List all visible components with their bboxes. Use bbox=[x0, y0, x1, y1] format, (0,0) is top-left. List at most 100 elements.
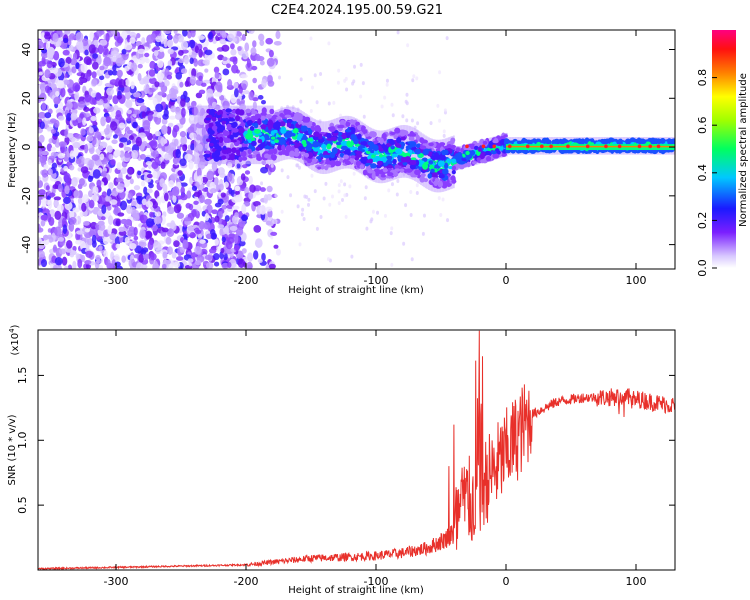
heat-cell bbox=[193, 58, 198, 67]
heat-cell bbox=[70, 112, 78, 121]
heat-cell bbox=[380, 104, 384, 109]
heat-cell bbox=[343, 78, 347, 83]
heat-cell bbox=[145, 84, 150, 94]
heat-cell bbox=[132, 121, 138, 129]
heat-cell bbox=[66, 101, 73, 110]
heat-cell bbox=[163, 79, 170, 87]
heat-cell bbox=[198, 48, 203, 58]
heat-cell bbox=[237, 258, 246, 268]
heat-cell bbox=[296, 204, 300, 209]
heat-cell bbox=[400, 136, 406, 141]
heat-cell bbox=[129, 242, 137, 250]
heat-cell bbox=[457, 161, 463, 165]
heat-cell bbox=[309, 36, 313, 41]
heat-cell bbox=[395, 192, 399, 197]
heat-cell bbox=[438, 118, 442, 123]
heat-cell bbox=[422, 213, 426, 218]
heat-cell bbox=[227, 262, 232, 269]
heat-cell bbox=[103, 250, 108, 259]
heat-cell bbox=[442, 133, 446, 138]
heat-cell bbox=[87, 190, 93, 198]
heat-cell bbox=[43, 234, 49, 241]
heat-cell bbox=[241, 50, 249, 60]
heat-cell bbox=[138, 253, 145, 263]
heat-cell bbox=[152, 200, 158, 209]
heat-cell bbox=[451, 179, 457, 184]
heat-cell bbox=[243, 90, 250, 95]
heat-cell bbox=[242, 146, 249, 150]
heat-cell bbox=[215, 81, 223, 92]
heat-cell bbox=[145, 218, 154, 228]
heat-cell bbox=[275, 248, 281, 256]
heat-cell bbox=[238, 156, 243, 163]
heat-cell bbox=[80, 128, 86, 136]
heat-cell bbox=[87, 175, 94, 183]
heat-cell bbox=[343, 193, 347, 198]
heat-cell bbox=[178, 49, 184, 56]
heat-cell bbox=[57, 183, 63, 193]
heat-cell bbox=[394, 168, 401, 172]
heat-cell bbox=[261, 100, 266, 105]
heat-cell bbox=[40, 214, 48, 221]
heat-cell bbox=[205, 150, 210, 155]
heat-cell bbox=[128, 135, 134, 141]
heat-cell bbox=[106, 205, 112, 211]
heat-cell bbox=[92, 53, 99, 59]
heat-cell bbox=[80, 72, 86, 79]
heat-cell bbox=[222, 56, 228, 61]
heat-cell bbox=[240, 173, 246, 181]
heat-cell bbox=[193, 200, 199, 205]
heat-cell bbox=[155, 35, 162, 43]
heat-cell bbox=[110, 158, 116, 166]
heat-cell bbox=[126, 117, 132, 122]
heat-cell bbox=[54, 119, 60, 128]
heat-cell bbox=[57, 115, 65, 121]
heat-cell bbox=[92, 169, 101, 179]
heat-cell bbox=[415, 76, 419, 81]
heat-cell bbox=[224, 215, 230, 222]
heat-cell bbox=[286, 137, 292, 142]
heat-cell bbox=[101, 216, 106, 221]
heat-cell bbox=[286, 122, 292, 128]
heat-cell bbox=[313, 189, 317, 194]
heat-cell bbox=[337, 125, 342, 129]
heat-cell bbox=[148, 182, 154, 189]
heat-cell bbox=[381, 133, 387, 139]
heat-cell bbox=[217, 167, 225, 175]
heat-cell bbox=[326, 134, 332, 139]
heat-cell bbox=[200, 82, 207, 87]
heat-cell bbox=[136, 32, 141, 39]
heat-cell bbox=[204, 68, 209, 73]
heat-cell bbox=[38, 189, 46, 196]
heat-cell bbox=[190, 30, 196, 38]
heat-cell bbox=[225, 139, 231, 144]
heat-cell bbox=[229, 114, 236, 118]
heat-cell bbox=[88, 44, 96, 54]
heat-cell bbox=[221, 44, 230, 52]
heat-cell bbox=[309, 109, 313, 114]
heat-cell bbox=[332, 100, 336, 105]
heat-cell bbox=[57, 153, 65, 159]
heat-cell bbox=[231, 64, 239, 74]
heat-cell bbox=[189, 75, 197, 85]
heat-cell bbox=[274, 139, 279, 144]
heat-cell bbox=[141, 111, 147, 119]
heat-cell bbox=[52, 244, 57, 253]
heat-cell bbox=[129, 178, 134, 185]
heat-cell bbox=[102, 98, 108, 104]
heat-cell bbox=[331, 194, 335, 199]
heat-cell bbox=[232, 56, 238, 65]
heat-cell bbox=[38, 71, 43, 76]
heat-cell bbox=[231, 205, 240, 210]
heat-cell bbox=[390, 226, 394, 231]
heat-cell bbox=[214, 215, 220, 223]
heat-cell bbox=[364, 133, 370, 137]
heat-cell bbox=[125, 79, 130, 86]
heat-cell bbox=[105, 116, 111, 123]
heat-cell bbox=[194, 260, 202, 266]
heat-cell bbox=[119, 137, 128, 143]
heat-cell bbox=[206, 170, 215, 181]
heat-cell bbox=[340, 145, 348, 151]
heat-cell bbox=[181, 40, 189, 51]
heat-cell bbox=[122, 85, 131, 93]
